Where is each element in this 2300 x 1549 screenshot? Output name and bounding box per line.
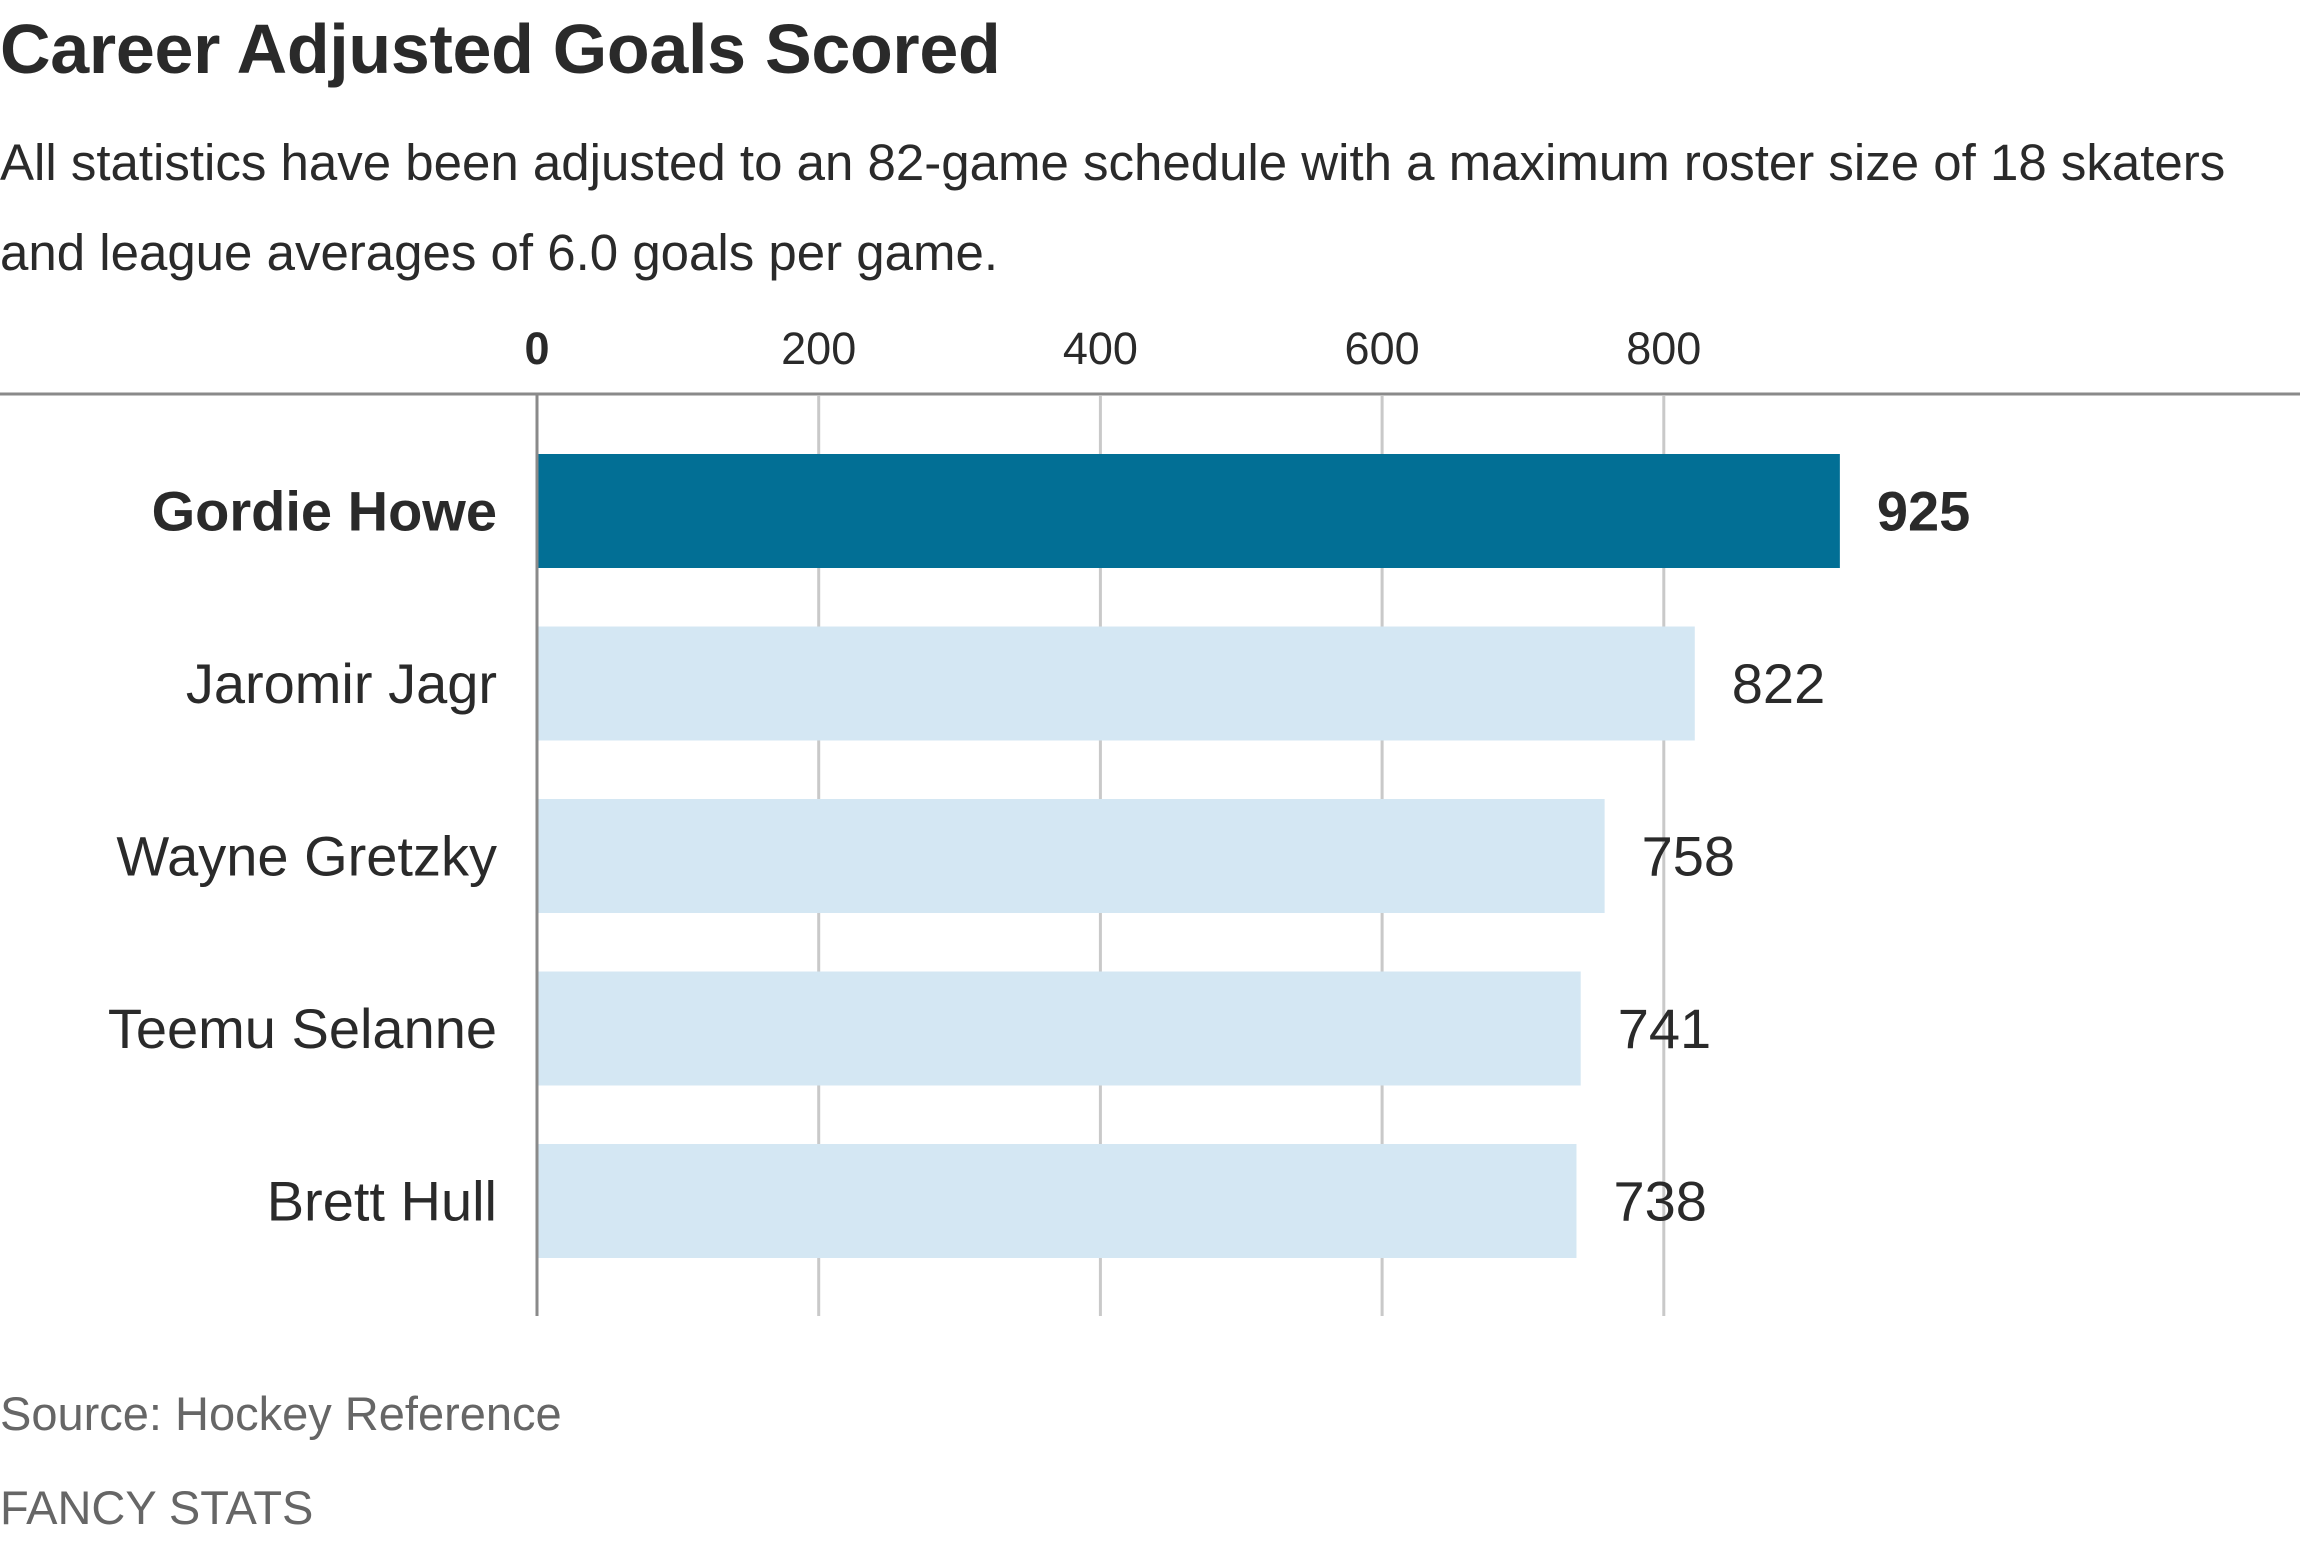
- category-label-brett-hull: Brett Hull: [267, 1170, 497, 1233]
- value-label-teemu-selanne: 741: [1618, 997, 1711, 1060]
- category-label-jaromir-jagr: Jaromir Jagr: [186, 652, 497, 715]
- tick-label-layer: 0 200 400 600 800: [524, 323, 1701, 374]
- bar-chart: 0 200 400 600 800 Gordie Howe Jaromir Jagr Way…: [0, 323, 2300, 1316]
- chart-subtitle: All statistics have been adjusted to an …: [0, 134, 2226, 281]
- category-label-layer: Gordie Howe Jaromir Jagr Wayne Gretzky Teem…: [108, 480, 497, 1233]
- value-label-jaromir-jagr: 822: [1732, 652, 1825, 715]
- bar-wayne-gretzky: [537, 799, 1605, 913]
- category-label-gordie-howe: Gordie Howe: [152, 480, 497, 543]
- category-label-teemu-selanne: Teemu Selanne: [108, 997, 497, 1060]
- value-label-wayne-gretzky: 758: [1642, 825, 1735, 888]
- bar-brett-hull: [537, 1144, 1577, 1258]
- x-tick-label-0: 0: [524, 323, 549, 374]
- value-label-layer: 925 822 758 741 738: [1613, 480, 1970, 1233]
- x-tick-label-600: 600: [1345, 323, 1420, 374]
- chart-title: Career Adjusted Goals Scored: [0, 10, 1001, 88]
- x-tick-label-400: 400: [1063, 323, 1138, 374]
- bar-gordie-howe: [537, 454, 1840, 568]
- brand-label: FANCY STATS: [0, 1481, 314, 1534]
- bar-jaromir-jagr: [537, 626, 1695, 741]
- category-label-wayne-gretzky: Wayne Gretzky: [116, 825, 497, 888]
- x-tick-label-200: 200: [781, 323, 856, 374]
- source-note: Source: Hockey Reference: [0, 1387, 562, 1440]
- value-label-brett-hull: 738: [1613, 1170, 1706, 1233]
- axis-layer: [0, 392, 2300, 1316]
- bar-layer: [537, 454, 1840, 1258]
- x-tick-label-800: 800: [1626, 323, 1701, 374]
- value-label-gordie-howe: 925: [1877, 480, 1970, 543]
- bar-teemu-selanne: [537, 971, 1581, 1086]
